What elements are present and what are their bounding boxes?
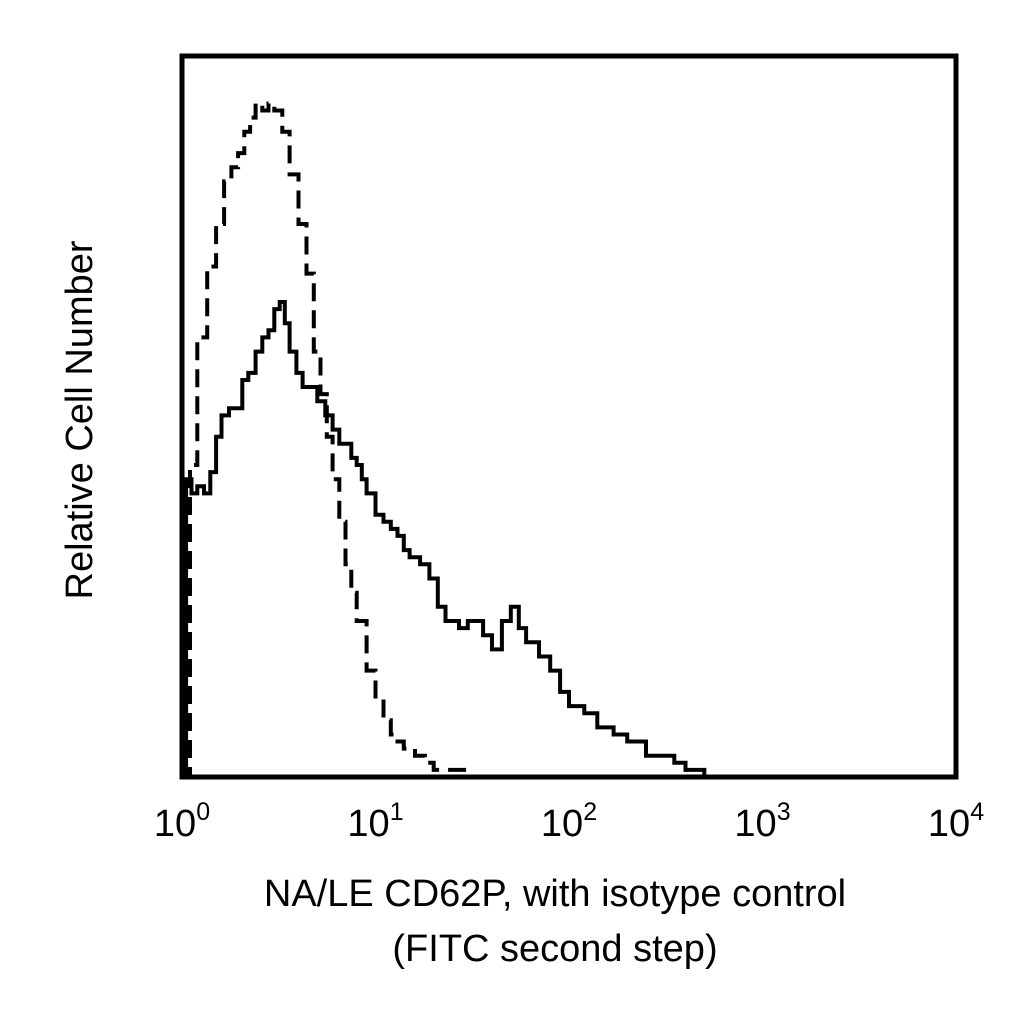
x-tick-label: 104 bbox=[928, 798, 984, 845]
x-tick-label: 102 bbox=[541, 798, 597, 845]
x-tick-label: 100 bbox=[154, 798, 210, 845]
x-tick-labels: 100 101 102 103 104 bbox=[154, 798, 984, 845]
isotype-control-histogram bbox=[182, 101, 956, 779]
cd62p-histogram bbox=[182, 300, 956, 779]
x-axis-title-line-2: (FITC second step) bbox=[392, 928, 717, 970]
x-axis-title-line-1: NA/LE CD62P, with isotype control bbox=[264, 873, 846, 915]
x-tick-label: 103 bbox=[734, 798, 790, 845]
series-layer bbox=[182, 101, 956, 779]
y-axis-title: Relative Cell Number bbox=[59, 240, 101, 599]
x-tick-label: 101 bbox=[347, 798, 403, 845]
plot-frame bbox=[179, 53, 959, 780]
